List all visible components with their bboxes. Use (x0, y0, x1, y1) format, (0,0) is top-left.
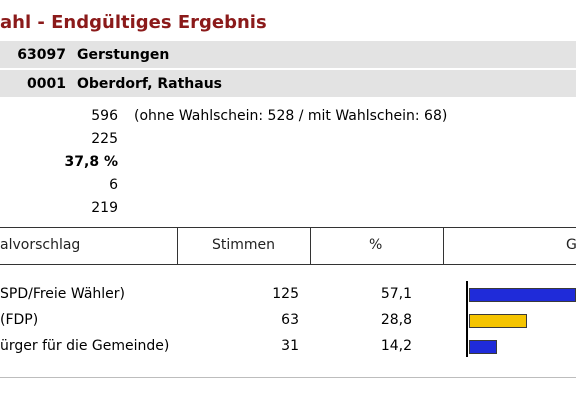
column-header-graphic[interactable]: G (566, 237, 576, 253)
column-header-party[interactable]: alvorschlag (0, 237, 81, 253)
stat-eligible: 596 (91, 108, 118, 124)
party-votes: 63 (281, 312, 299, 328)
party-percent: 57,1 (380, 286, 412, 302)
district-number: 0001 (27, 76, 66, 92)
stat-voters: 225 (91, 131, 118, 147)
party-percent: 14,2 (380, 338, 412, 354)
municipality-row: 63097 Gerstungen (0, 41, 576, 68)
municipality-number: 63097 (17, 47, 66, 63)
divider (0, 377, 576, 378)
party-percent: 28,8 (380, 312, 412, 328)
column-header-votes[interactable]: Stimmen (212, 237, 276, 253)
column-divider (443, 228, 444, 264)
bar-axis (466, 281, 468, 357)
party-name: ürger für die Gemeinde) (0, 338, 170, 354)
party-bar (469, 288, 576, 302)
column-divider (177, 228, 178, 264)
stat-invalid: 6 (109, 177, 118, 193)
page-title: ahl - Endgültiges Ergebnis (0, 12, 267, 33)
district-name: Oberdorf, Rathaus (77, 76, 223, 92)
column-header-percent[interactable]: % (369, 237, 383, 253)
stat-eligible-note: (ohne Wahlschein: 528 / mit Wahlschein: … (134, 108, 448, 124)
district-row: 0001 Oberdorf, Rathaus (0, 70, 576, 97)
stat-valid: 219 (91, 200, 118, 216)
party-name: SPD/Freie Wähler) (0, 286, 125, 302)
party-name: (FDP) (0, 312, 39, 328)
municipality-name: Gerstungen (77, 47, 170, 63)
party-bar (469, 340, 497, 354)
party-bar (469, 314, 527, 328)
column-divider (310, 228, 311, 264)
results-table-header: alvorschlag Stimmen % G (0, 227, 576, 265)
party-votes: 125 (272, 286, 299, 302)
stat-turnout: 37,8 % (64, 154, 118, 170)
party-votes: 31 (281, 338, 299, 354)
